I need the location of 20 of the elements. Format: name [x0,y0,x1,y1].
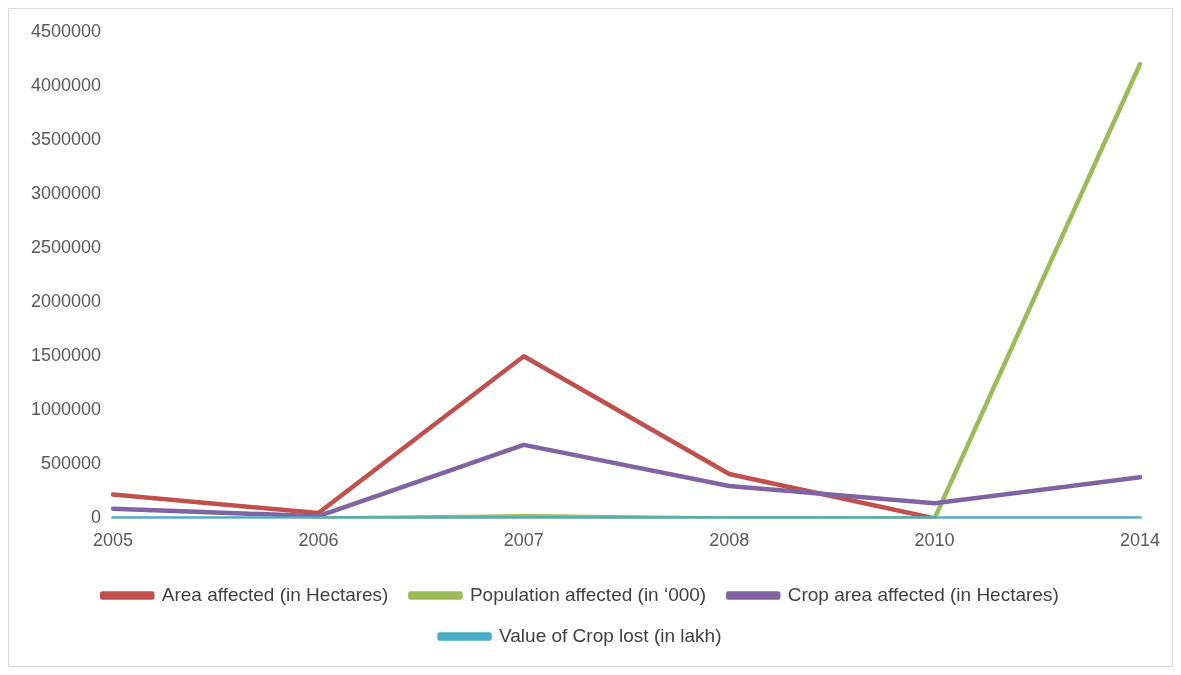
y-tick-label: 4500000 [31,20,102,41]
y-tick-label: 2000000 [31,291,102,312]
legend-label: Value of Crop lost (in lakh) [499,624,722,646]
y-tick-label: 2500000 [31,237,102,258]
x-tick-label: 2005 [93,530,134,551]
legend-label: Crop area affected (in Hectares) [787,583,1059,605]
y-tick-label: 1000000 [31,399,102,420]
x-tick-label: 2008 [709,530,750,551]
y-tick-label: 0 [91,507,102,528]
x-tick-label: 2007 [503,530,544,551]
y-tick-label: 3500000 [31,128,102,149]
x-tick-label: 2010 [914,530,955,551]
y-tick-label: 3000000 [31,182,102,203]
y-tick-label: 1500000 [31,345,102,366]
x-tick-label: 2014 [1119,530,1160,551]
x-tick-label: 2006 [298,530,339,551]
y-tick-label: 500000 [41,453,102,474]
y-tick-label: 4000000 [31,74,102,95]
legend-label: Population affected (in ‘000) [469,583,707,605]
legend-label: Area affected (in Hectares) [161,583,389,605]
